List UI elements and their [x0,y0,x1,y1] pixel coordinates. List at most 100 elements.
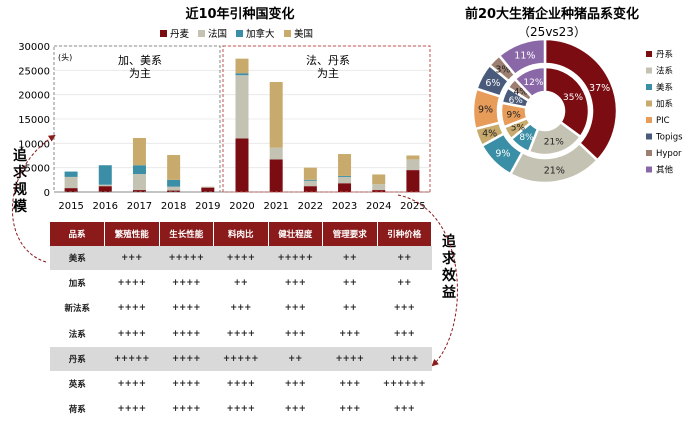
box-right-label: 法、丹系为主 [306,53,350,80]
table-row: 加系 ++++ ++++ ++ +++ ++ ++ [50,270,432,297]
bar-segment [303,167,317,180]
legend-label: 丹麦 [170,28,190,40]
box-left-group [53,45,221,193]
table-cell: ++++ [159,321,214,347]
label-char: 效 [442,267,457,284]
y-axis: 0 5000 10000 15000 20000 25000 30000 [18,42,50,199]
column-header: 繁殖性能 [104,222,160,246]
bar-segment [132,165,146,174]
label-char: 求 [13,164,28,181]
table-row: 法系 ++++ ++++ ++++ +++ +++ +++ [50,321,432,347]
slice-label: 11% [514,51,535,62]
bar-segment [132,173,146,191]
legend-label: 加系 [656,99,673,110]
legend-label: 美国 [294,28,313,40]
x-tick-label: 2015 [58,201,83,212]
column-header: 生长性能 [159,222,214,246]
table-cell: ++++ [159,371,214,398]
legend-label: Topigs [655,133,683,143]
y-tick-label: 10000 [18,139,50,150]
legend-label: 法国 [208,28,227,40]
legend-swatch [646,84,652,90]
label-line: 加、美系 [118,54,162,67]
breed-comparison-table: 品系 繁殖性能 生长性能 料肉比 健壮程度 管理要求 引种价格 美系 +++ +++++ ++++… [50,222,432,423]
donut-slice [513,65,547,99]
table-cell: ++++ [159,396,214,423]
legend-label: PIC [656,116,670,126]
slice-label: 21% [544,138,564,148]
bar-segment [167,155,181,180]
bar-segment [372,190,386,192]
y-tick-label: 20000 [18,91,50,102]
box-right-group [222,45,431,193]
left-chart-title: 近10年引种国变化 [185,6,294,22]
table-cell: ++++ [213,321,268,347]
bar-segment [303,186,317,192]
arrow-right [397,194,458,367]
column-header: 料肉比 [213,222,269,246]
donut-slice [543,65,591,139]
legend-label: Hypor [656,149,682,159]
table-cell: ++++ [104,295,159,322]
legend-label: 丹系 [656,49,673,60]
slice-label: 12% [523,78,543,88]
column-header: 管理要求 [322,222,378,246]
bar-segment [132,137,146,166]
table-cell: +++ [268,321,323,347]
table-cell: ++++ [104,371,159,398]
legend-label: 美系 [656,82,673,93]
legend-swatch [198,30,205,37]
x-tick-label: 2022 [298,201,323,212]
table-row: 美系 +++ +++++ ++++ +++++ ++ ++ [50,246,432,272]
legend-label: 其他 [656,165,674,176]
box-left-label: 加、美系为主 [118,54,162,80]
y-tick-label: 5000 [25,164,50,175]
bar-segment [167,179,181,187]
table-cell: ++++ [104,321,159,347]
legend-label: 加拿大 [246,28,275,40]
bar-segment [372,174,386,185]
legend-swatch [646,67,652,74]
x-tick-label: 2019 [195,201,220,212]
legend-swatch [160,30,167,37]
table-cell: ++++ [213,246,268,272]
bar-segment [64,176,78,189]
bar-segment [132,190,146,192]
table-cell: 新法系 [50,295,105,322]
slice-label: 9% [478,105,493,116]
slice-label: 35% [563,93,583,103]
table-cell: 英系 [50,371,105,398]
bar-segment [269,159,283,192]
table-cell: +++++ [213,346,268,372]
table-cell: ++++++ [377,371,432,398]
table-cell: +++ [213,295,268,322]
label-char: 追 [13,147,27,164]
slice-label: 5% [511,124,526,134]
slice-label: 4% [514,87,529,97]
donut-chart: 37%21%9%4%9%6%3%11%35%21%8%5%9%6%4%12% [471,37,619,185]
bar-segment [98,186,112,192]
legend-swatch [646,150,652,156]
table-cell: ++ [213,270,268,297]
table-row: 英系 ++++ ++++ ++++ +++ +++ ++++++ [50,371,432,398]
bar-segment [372,184,386,191]
table-row: 荷系 ++++ ++++ ++++ +++ +++ +++ [50,396,432,423]
slice-label: 21% [544,165,565,176]
table-cell: ++++ [104,270,159,297]
table-cell: +++++ [104,346,159,372]
bar-segment [98,165,112,185]
table-row: 新法系 ++++ ++++ +++ +++ ++ +++ [50,295,432,322]
x-axis: 2015 2016 2017 2018 2019 2020 2021 2022 2023 2024… [54,191,430,212]
slice-label: 37% [589,83,610,94]
x-tick-label: 2021 [263,201,288,212]
table-cell: +++ [268,295,323,322]
bar-segment [235,138,249,192]
label-char: 规 [13,182,27,198]
column-header: 品系 [50,222,105,246]
bar-segment [338,176,352,184]
table-cell: ++++ [213,371,268,398]
table-cell: ++++ [213,396,268,423]
table-cell: +++ [322,371,377,398]
legend-swatch [646,51,652,57]
table-cell: +++ [268,396,323,423]
